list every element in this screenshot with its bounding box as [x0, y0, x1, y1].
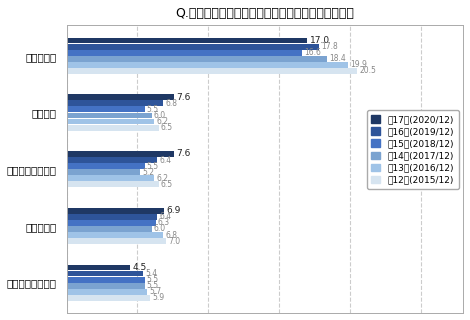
- Text: 6.9: 6.9: [166, 206, 181, 215]
- Bar: [67, 125, 159, 131]
- Text: 16.6: 16.6: [304, 48, 321, 57]
- Bar: [67, 100, 163, 106]
- Text: 6.2: 6.2: [157, 117, 169, 126]
- Text: 6.5: 6.5: [161, 123, 173, 132]
- Bar: [67, 107, 145, 112]
- Text: 5.5: 5.5: [147, 105, 159, 114]
- Bar: [67, 175, 155, 181]
- Bar: [67, 181, 159, 187]
- Bar: [67, 163, 145, 169]
- Legend: 第17回(2020/12), 第16回(2019/12), 第15回(2018/12), 第14回(2017/12), 第13回(2016/12), 第12回(: 第17回(2020/12), 第16回(2019/12), 第15回(2018/…: [367, 110, 459, 189]
- Bar: [67, 94, 174, 100]
- Text: 7.6: 7.6: [176, 93, 191, 102]
- Text: 6.0: 6.0: [154, 111, 166, 120]
- Text: 5.5: 5.5: [147, 281, 159, 290]
- Text: 5.5: 5.5: [147, 162, 159, 171]
- Text: 6.8: 6.8: [165, 99, 177, 108]
- Bar: [67, 56, 327, 62]
- Text: 6.3: 6.3: [158, 218, 170, 228]
- Text: 6.0: 6.0: [154, 224, 166, 234]
- Bar: [67, 151, 174, 157]
- Text: 5.5: 5.5: [147, 275, 159, 284]
- Text: 5.9: 5.9: [152, 293, 164, 302]
- Bar: [67, 113, 152, 118]
- Text: 4.5: 4.5: [133, 263, 147, 272]
- Text: 7.6: 7.6: [176, 149, 191, 158]
- Text: 6.5: 6.5: [161, 180, 173, 189]
- Bar: [67, 220, 156, 226]
- Bar: [67, 238, 166, 244]
- Text: 6.2: 6.2: [157, 174, 169, 183]
- Bar: [67, 68, 357, 74]
- Text: 19.9: 19.9: [351, 60, 368, 69]
- Bar: [67, 289, 148, 295]
- Bar: [67, 283, 145, 289]
- Bar: [67, 232, 163, 238]
- Text: 6.4: 6.4: [159, 212, 172, 221]
- Text: 17.0: 17.0: [309, 36, 329, 45]
- Bar: [67, 44, 319, 50]
- Bar: [67, 119, 155, 124]
- Text: 17.8: 17.8: [321, 42, 337, 51]
- Bar: [67, 295, 150, 301]
- Text: 18.4: 18.4: [329, 54, 346, 63]
- Bar: [67, 37, 307, 44]
- Bar: [67, 214, 157, 220]
- Bar: [67, 62, 348, 68]
- Bar: [67, 157, 157, 163]
- Title: Q.独自性があると思う生命保険会社はどこですか？: Q.独自性があると思う生命保険会社はどこですか？: [175, 7, 354, 20]
- Text: 5.2: 5.2: [142, 168, 155, 177]
- Text: 6.8: 6.8: [165, 230, 177, 239]
- Bar: [67, 277, 145, 283]
- Bar: [67, 169, 140, 175]
- Bar: [67, 265, 130, 270]
- Text: 7.0: 7.0: [168, 236, 180, 245]
- Bar: [67, 208, 164, 214]
- Text: 6.4: 6.4: [159, 156, 172, 164]
- Bar: [67, 226, 152, 232]
- Text: 5.4: 5.4: [145, 269, 157, 278]
- Bar: [67, 50, 302, 56]
- Bar: [67, 271, 143, 276]
- Text: 5.7: 5.7: [149, 287, 162, 296]
- Text: 20.5: 20.5: [359, 66, 376, 76]
